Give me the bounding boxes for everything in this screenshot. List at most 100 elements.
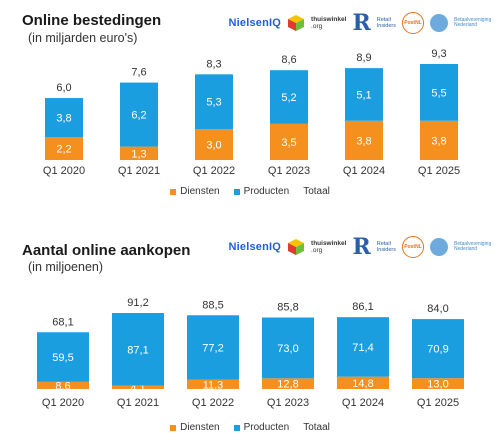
bar-diensten-1 (112, 385, 164, 389)
category-label-1: Q1 2021 (117, 397, 159, 409)
thuiswinkel-logo-text: thuiswinkel .org (311, 16, 347, 30)
bar-producten-2 (195, 74, 233, 130)
betaalvereniging-globe-icon (430, 238, 448, 256)
data-label-diensten-3: 3,5 (281, 137, 296, 149)
data-label-producten-2: 5,3 (206, 97, 221, 109)
category-label-5: Q1 2025 (417, 397, 459, 409)
data-label-producten-2: 77,2 (202, 342, 223, 354)
legend-swatch-diensten (170, 424, 177, 431)
chart-panel-aantal-online-aankopen: Aantal online aankopen (in miljoenen) Ni… (0, 226, 500, 448)
data-label-diensten-5: 3,8 (431, 135, 446, 147)
data-label-diensten-4: 3,8 (356, 135, 371, 147)
data-label-diensten-0: 2,2 (56, 144, 71, 156)
bar-diensten-2 (195, 129, 233, 160)
bar-producten-2 (187, 315, 239, 380)
bar-diensten-0 (45, 137, 83, 160)
chart-online-bestedingen: 2,2 3,8 6,0 Q1 2020 1,3 6,2 7,6 Q1 2021 3,0 5,3 8,… (43, 48, 460, 177)
bar-producten-5 (412, 319, 464, 379)
bar-diensten-0 (37, 381, 89, 389)
retail-insiders-logo-text: Retail Insiders (376, 17, 396, 29)
postnl-logo: PostNL (402, 12, 424, 34)
total-label-2: 8,3 (206, 58, 221, 70)
legend-item-totaal: Totaal (303, 186, 330, 197)
betaalvereniging-logo-text: Betaalvereniging Nederland (454, 240, 492, 252)
thuiswinkel-cube-icon (288, 15, 305, 31)
total-label-4: 8,9 (356, 52, 371, 64)
legend-swatch-diensten (170, 188, 177, 195)
thuiswinkel-cube-icon (288, 239, 305, 255)
category-label-5: Q1 2025 (418, 165, 460, 177)
bar-diensten-1 (120, 146, 158, 160)
partner-logos: NielsenIQ thuiswinkel .org R Retail Inside… (228, 234, 492, 260)
data-label-diensten-2: 11,3 (203, 379, 224, 391)
betaalvereniging-logo-text: Betaalvereniging Nederland (454, 16, 492, 28)
legend-item-diensten: Diensten (170, 186, 220, 197)
chart-subtitle: (in miljarden euro's) (28, 31, 138, 45)
data-label-producten-4: 71,4 (352, 342, 373, 354)
bar-diensten-3 (262, 378, 314, 389)
thuiswinkel-logo-text: thuiswinkel .org (311, 240, 347, 254)
data-label-diensten-4: 14,8 (352, 378, 373, 390)
retail-insiders-r-icon: R (352, 10, 371, 36)
chart-legend: Diensten Producten Totaal (0, 186, 500, 197)
data-label-diensten-3: 12,8 (277, 379, 298, 391)
bar-diensten-5 (412, 378, 464, 389)
category-label-3: Q1 2023 (267, 397, 309, 409)
partner-logos: NielsenIQ thuiswinkel .org R Retail Inside… (228, 10, 492, 36)
legend-label-totaal: Totaal (303, 186, 330, 197)
data-label-producten-1: 6,2 (131, 110, 146, 122)
total-label-3: 8,6 (281, 54, 296, 66)
data-label-diensten-2: 3,0 (206, 140, 221, 152)
total-label-4: 86,1 (352, 301, 373, 313)
legend-item-diensten: Diensten (170, 422, 220, 433)
total-label-3: 85,8 (277, 302, 298, 314)
bar-producten-1 (112, 313, 164, 386)
data-label-diensten-0: 8,6 (55, 380, 70, 392)
retail-insiders-r-icon: R (352, 234, 371, 260)
data-label-producten-4: 5,1 (356, 89, 371, 101)
nielseniq-logo: NielsenIQ (228, 17, 282, 29)
category-label-2: Q1 2022 (192, 397, 234, 409)
total-label-5: 84,0 (427, 303, 448, 315)
category-label-4: Q1 2024 (343, 165, 385, 177)
data-label-producten-3: 73,0 (277, 343, 298, 355)
data-label-diensten-1: 1,3 (131, 148, 146, 160)
total-label-2: 88,5 (202, 299, 223, 311)
legend-item-producten: Producten (233, 422, 289, 433)
chart-title: Aantal online aankopen (22, 242, 191, 259)
total-label-1: 7,6 (131, 67, 146, 79)
bar-diensten-3 (270, 123, 308, 160)
category-label-0: Q1 2020 (42, 397, 84, 409)
legend-label-totaal: Totaal (303, 422, 330, 433)
category-label-3: Q1 2023 (268, 165, 310, 177)
bar-producten-0 (37, 332, 89, 382)
nielseniq-logo: NielsenIQ (228, 241, 282, 253)
total-label-0: 6,0 (56, 82, 71, 94)
legend-swatch-producten (233, 188, 240, 195)
legend-swatch-producten (233, 424, 240, 431)
bar-diensten-4 (345, 120, 383, 160)
data-label-producten-0: 3,8 (56, 113, 71, 125)
bar-producten-3 (262, 317, 314, 379)
chart-panel-online-bestedingen: Online bestedingen (in miljarden euro's)… (0, 0, 500, 222)
betaalvereniging-globe-icon (430, 14, 448, 32)
bar-producten-0 (45, 98, 83, 138)
bar-producten-4 (345, 68, 383, 121)
category-label-2: Q1 2022 (193, 165, 235, 177)
total-label-1: 91,2 (127, 297, 148, 309)
data-label-producten-0: 59,5 (52, 352, 73, 364)
bar-producten-5 (420, 64, 458, 121)
postnl-logo: PostNL (402, 236, 424, 258)
total-label-5: 9,3 (431, 48, 446, 60)
legend-item-producten: Producten (233, 186, 289, 197)
bar-diensten-4 (337, 376, 389, 389)
data-label-producten-5: 5,5 (431, 87, 446, 99)
category-label-4: Q1 2024 (342, 397, 384, 409)
category-label-1: Q1 2021 (118, 165, 160, 177)
chart-title: Online bestedingen (22, 12, 162, 29)
bar-diensten-2 (187, 379, 239, 389)
chart-subtitle: (in miljoenen) (28, 260, 104, 274)
data-label-producten-5: 70,9 (427, 344, 448, 356)
bar-diensten-5 (420, 120, 458, 160)
